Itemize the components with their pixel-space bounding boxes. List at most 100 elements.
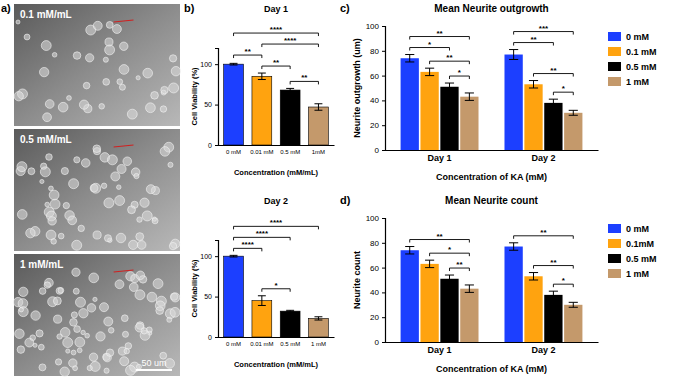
y-tick: 80 [370,239,385,248]
x-tick-label: 0.01 mM [250,341,273,347]
cell [111,172,120,181]
cell [168,162,173,167]
bar [224,256,244,337]
x-tick-label: 1 mM [311,341,326,347]
legend-swatch [608,77,621,86]
significance-label: ** [245,47,252,56]
cell [73,52,81,60]
cell [123,157,132,166]
error-cap [549,106,558,107]
significance-label: * [428,40,432,49]
cell-texture [14,20,181,122]
bar [280,90,300,145]
cell-texture [13,268,180,376]
bar [460,97,478,150]
error-bar [405,247,414,254]
error-cap [465,100,474,101]
error-bar [509,50,518,60]
bar [440,87,458,150]
cell [54,315,62,323]
x-axis-title: Concentration of KA (mM) [436,364,547,374]
x-tick-label: 1mM [312,149,325,155]
bar [440,279,458,342]
cell [74,157,80,163]
cell [146,103,156,113]
cell [104,235,111,242]
cell [43,113,52,122]
cell [25,338,34,347]
cell [119,84,125,90]
significance-label: ** [273,58,280,67]
cell [119,65,129,75]
cell [31,311,40,320]
cell [152,218,158,224]
y-tick: 60 [370,72,385,81]
cell [129,283,138,292]
error-bar [465,285,474,292]
y-tick: 20 [370,121,385,130]
x-axis: 0 mM 0.01 mM 0.5 mM 1 mM [219,337,335,347]
cell [79,100,88,109]
error-cap [405,54,414,55]
arrow [114,270,134,272]
cell [39,288,46,295]
error-cap [425,75,434,76]
cell [141,328,147,334]
x-tick: 0.5 mM [280,337,300,347]
cell [36,330,43,337]
chart: 020406080100Day 1Day 2c)Mean Neurite out… [340,2,657,182]
error-cap [529,80,538,81]
cell [122,331,128,337]
legend-label: 0 mM [626,224,649,234]
cell [46,154,53,161]
error-cap [425,260,434,261]
error-stem [573,302,574,307]
cell [89,273,99,283]
cell [85,333,90,338]
y-tick-mark [382,76,385,77]
cell [103,57,108,62]
bar [252,76,272,145]
error-cap [286,88,294,89]
x-axis: Day 1Day 2 [386,150,599,163]
x-axis-line [219,145,335,146]
error-stem [513,50,514,60]
cell [15,329,24,338]
bar [420,72,438,150]
cell [105,45,115,55]
y-tick-label: 100 [366,22,380,31]
y-tick-mark [382,317,385,318]
significance-label: ** [540,228,547,237]
cell [136,233,144,241]
y-axis-line [382,219,386,343]
x-tick: 0 mM [226,337,241,347]
error-bar [549,99,558,106]
error-stem [533,273,534,280]
bar [524,84,542,150]
error-cap [529,88,538,89]
error-cap [509,242,518,243]
error-stem [553,291,554,298]
x-tick-label: Day 2 [531,153,555,163]
x-tick-label: 0 mM [226,149,241,155]
cell [117,164,126,173]
cell [120,357,129,366]
micrograph-panel: 0.1 mM/mL0.5 mM/mL1 mM/mL50 uma) [1,2,181,376]
error-cap [286,310,294,311]
y-tick-mark [382,268,385,269]
plot-area [401,243,583,342]
error-bar [230,63,238,65]
legend-swatch [608,224,621,233]
cell [16,20,20,24]
cell [51,239,57,245]
cell [78,225,84,231]
cell [129,240,138,249]
cell [75,297,85,307]
figure: 0.1 mM/mL0.5 mM/mL1 mM/mL50 uma)0501000 … [0,0,685,383]
cell [58,102,68,112]
error-cap [529,280,538,281]
y-axis-title: Neurite count [352,251,362,309]
y-tick-mark [382,218,385,219]
image-label: 0.5 mM/mL [20,134,72,145]
cell [53,297,61,305]
